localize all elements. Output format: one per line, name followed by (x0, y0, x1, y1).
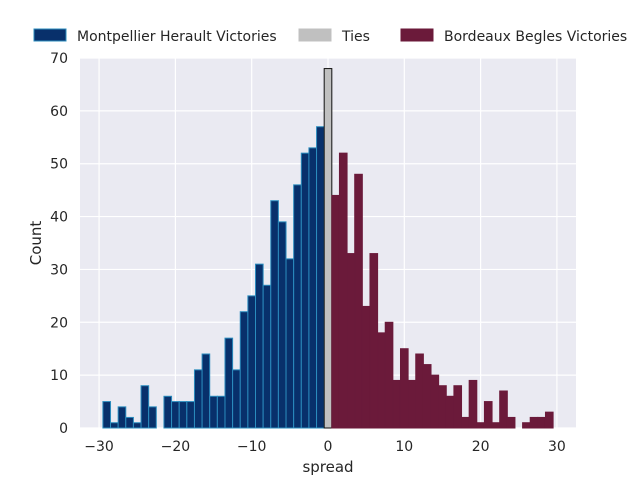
y-tick-labels: 0 10 20 30 40 50 60 70 (50, 51, 68, 437)
bar-montpellier (262, 284, 272, 429)
legend-swatch (33, 28, 67, 42)
legend-swatch (298, 28, 332, 42)
bar-bordeaux (407, 379, 417, 429)
x-tick-labels: −30 −20 −10 0 10 20 30 (84, 439, 566, 455)
bar-bordeaux (392, 379, 401, 429)
y-tick-label: 40 (50, 210, 68, 226)
legend-label: Montpellier Herault Victories (77, 29, 277, 45)
bar-bordeaux (544, 411, 554, 429)
bar-bordeaux (346, 253, 356, 429)
bar-montpellier (201, 353, 211, 429)
x-axis-label: spread (302, 458, 353, 476)
bar-montpellier (224, 337, 234, 429)
bar-montpellier (193, 369, 203, 429)
x-tick-label: 30 (548, 439, 566, 455)
bar-montpellier (140, 385, 150, 429)
bar-montpellier (125, 416, 134, 429)
bar-bordeaux (430, 374, 440, 429)
bar-montpellier (285, 258, 295, 429)
bar-montpellier (148, 406, 157, 429)
bar-bordeaux (361, 305, 371, 429)
bar-bordeaux (461, 416, 470, 429)
x-tick-label: −20 (161, 439, 191, 455)
y-tick-label: 70 (50, 51, 68, 67)
bar-bordeaux (499, 390, 508, 429)
y-tick-label: 50 (50, 157, 68, 173)
bar-bordeaux (399, 348, 409, 429)
bar-montpellier (247, 295, 257, 429)
y-axis-label: Count (27, 221, 45, 266)
bar-bordeaux (445, 395, 455, 429)
bar-ties (323, 68, 333, 429)
legend-label: Bordeaux Begles Victories (444, 29, 627, 45)
bar-bordeaux (384, 321, 394, 429)
bar-bordeaux (522, 422, 531, 429)
bar-montpellier (163, 395, 173, 429)
bar-montpellier (117, 406, 127, 429)
bar-bordeaux (491, 422, 501, 429)
bar-bordeaux (338, 152, 348, 429)
bar-montpellier (186, 401, 195, 429)
bar-bordeaux (506, 416, 516, 429)
bar-montpellier (293, 184, 302, 429)
bar-bordeaux (483, 401, 493, 429)
x-tick-label: 20 (472, 439, 490, 455)
bar-bordeaux (422, 364, 432, 429)
legend-label: Ties (341, 29, 370, 45)
bar-bordeaux (453, 385, 463, 429)
bar-montpellier (255, 263, 264, 429)
y-tick-label: 30 (50, 262, 68, 278)
bar-bordeaux (331, 194, 340, 429)
bar-bordeaux (415, 353, 424, 429)
bar-bordeaux (529, 416, 539, 429)
y-tick-label: 10 (50, 368, 68, 384)
bar-montpellier (239, 311, 249, 429)
bar-montpellier (132, 422, 142, 429)
y-tick-label: 20 (50, 315, 68, 331)
y-tick-label: 60 (50, 104, 68, 120)
bar-bordeaux (476, 422, 485, 429)
x-tick-label: 0 (324, 439, 333, 455)
bar-bordeaux (468, 379, 478, 429)
bar-montpellier (300, 152, 310, 429)
bar-bordeaux (369, 253, 379, 429)
bar-montpellier (209, 395, 218, 429)
bar-montpellier (277, 221, 287, 429)
bar-montpellier (102, 401, 112, 429)
bar-montpellier (232, 369, 241, 429)
bar-bordeaux (354, 173, 363, 429)
bar-montpellier (178, 401, 188, 429)
x-tick-label: −10 (237, 439, 267, 455)
bar-montpellier (110, 422, 119, 429)
x-tick-label: −30 (84, 439, 114, 455)
legend-swatch (400, 28, 434, 42)
bar-montpellier (171, 401, 180, 429)
bar-bordeaux (537, 416, 546, 429)
bar-montpellier (316, 126, 325, 429)
bar-bordeaux (438, 385, 447, 429)
bar-montpellier (270, 200, 279, 429)
bar-bordeaux (377, 332, 386, 429)
y-tick-label: 0 (59, 421, 68, 437)
bars (102, 68, 554, 429)
bar-montpellier (216, 395, 226, 429)
bar-montpellier (308, 147, 318, 429)
legend: Montpellier Herault Victories Ties Bordeau… (33, 28, 627, 45)
x-tick-label: 10 (395, 439, 413, 455)
